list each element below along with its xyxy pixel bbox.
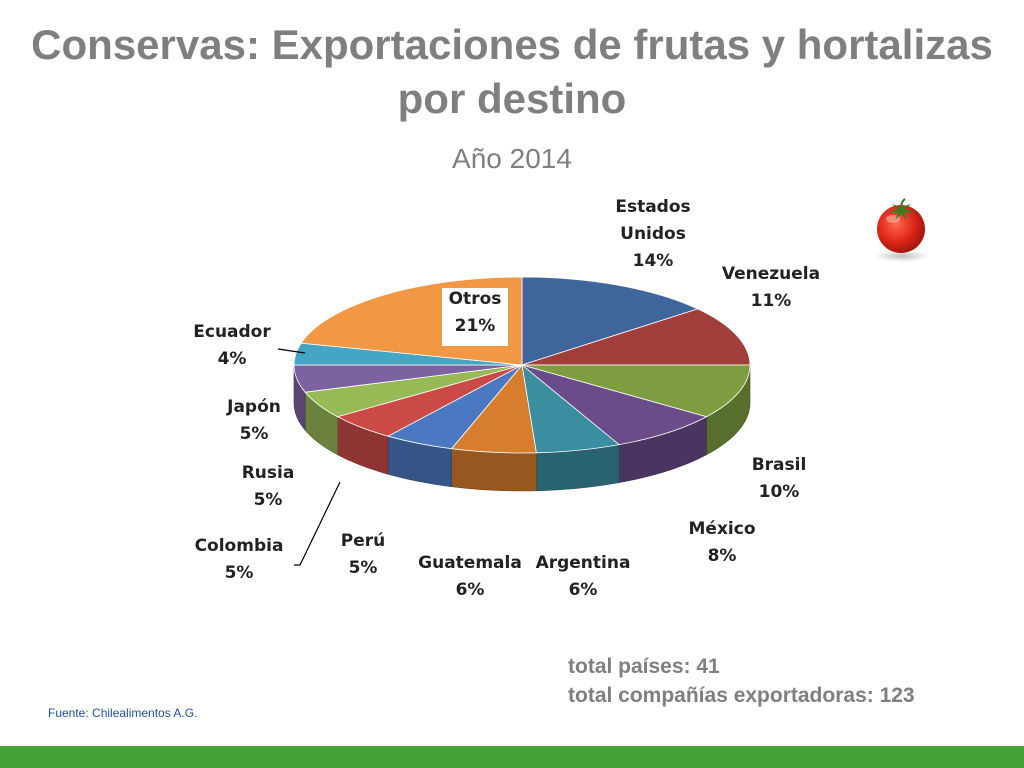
pie-slice-brasil (521, 364, 751, 418)
chart-title: Conservas: Exportaciones de frutas y hor… (31, 21, 993, 122)
totals: total países: 41 total compañías exporta… (568, 652, 915, 710)
data-label-peru: Perú 5% (341, 531, 385, 578)
footer-bar (0, 746, 1024, 768)
source-note: Fuente: Chilealimentos A.G. (48, 706, 198, 720)
data-label-estados-unidos: Estados Unidos 14% (615, 197, 690, 271)
data-label-rusia: Rusia 5% (242, 463, 295, 510)
leader-line-colombia (294, 481, 341, 566)
data-label-japon: Japón 5% (226, 397, 281, 444)
pie-side-guatemala (451, 448, 537, 492)
data-label-guatemala: Guatemala 6% (418, 553, 522, 600)
pie-slice-venezuela (521, 308, 751, 366)
total-countries: total países: 41 (568, 655, 720, 678)
label-box-otros (442, 288, 508, 346)
leader-line-ecuador (277, 348, 306, 354)
pie-slice-mexico (521, 364, 708, 446)
total-companies: total compañías exportadoras: 123 (568, 684, 915, 707)
chart-subtitle: Año 2014 (452, 143, 572, 174)
data-label-ecuador: Ecuador 4% (193, 322, 271, 369)
data-label-mexico: México 8% (689, 519, 756, 566)
pie-slice-estados-unidos (521, 276, 699, 366)
data-label-argentina: Argentina 6% (536, 553, 631, 600)
data-label-venezuela: Venezuela 11% (722, 264, 820, 311)
tomato-icon (874, 198, 930, 262)
data-label-colombia: Colombia 5% (195, 536, 284, 583)
data-label-brasil: Brasil 10% (752, 455, 807, 502)
data-label-otros: Otros 21% (449, 289, 502, 336)
